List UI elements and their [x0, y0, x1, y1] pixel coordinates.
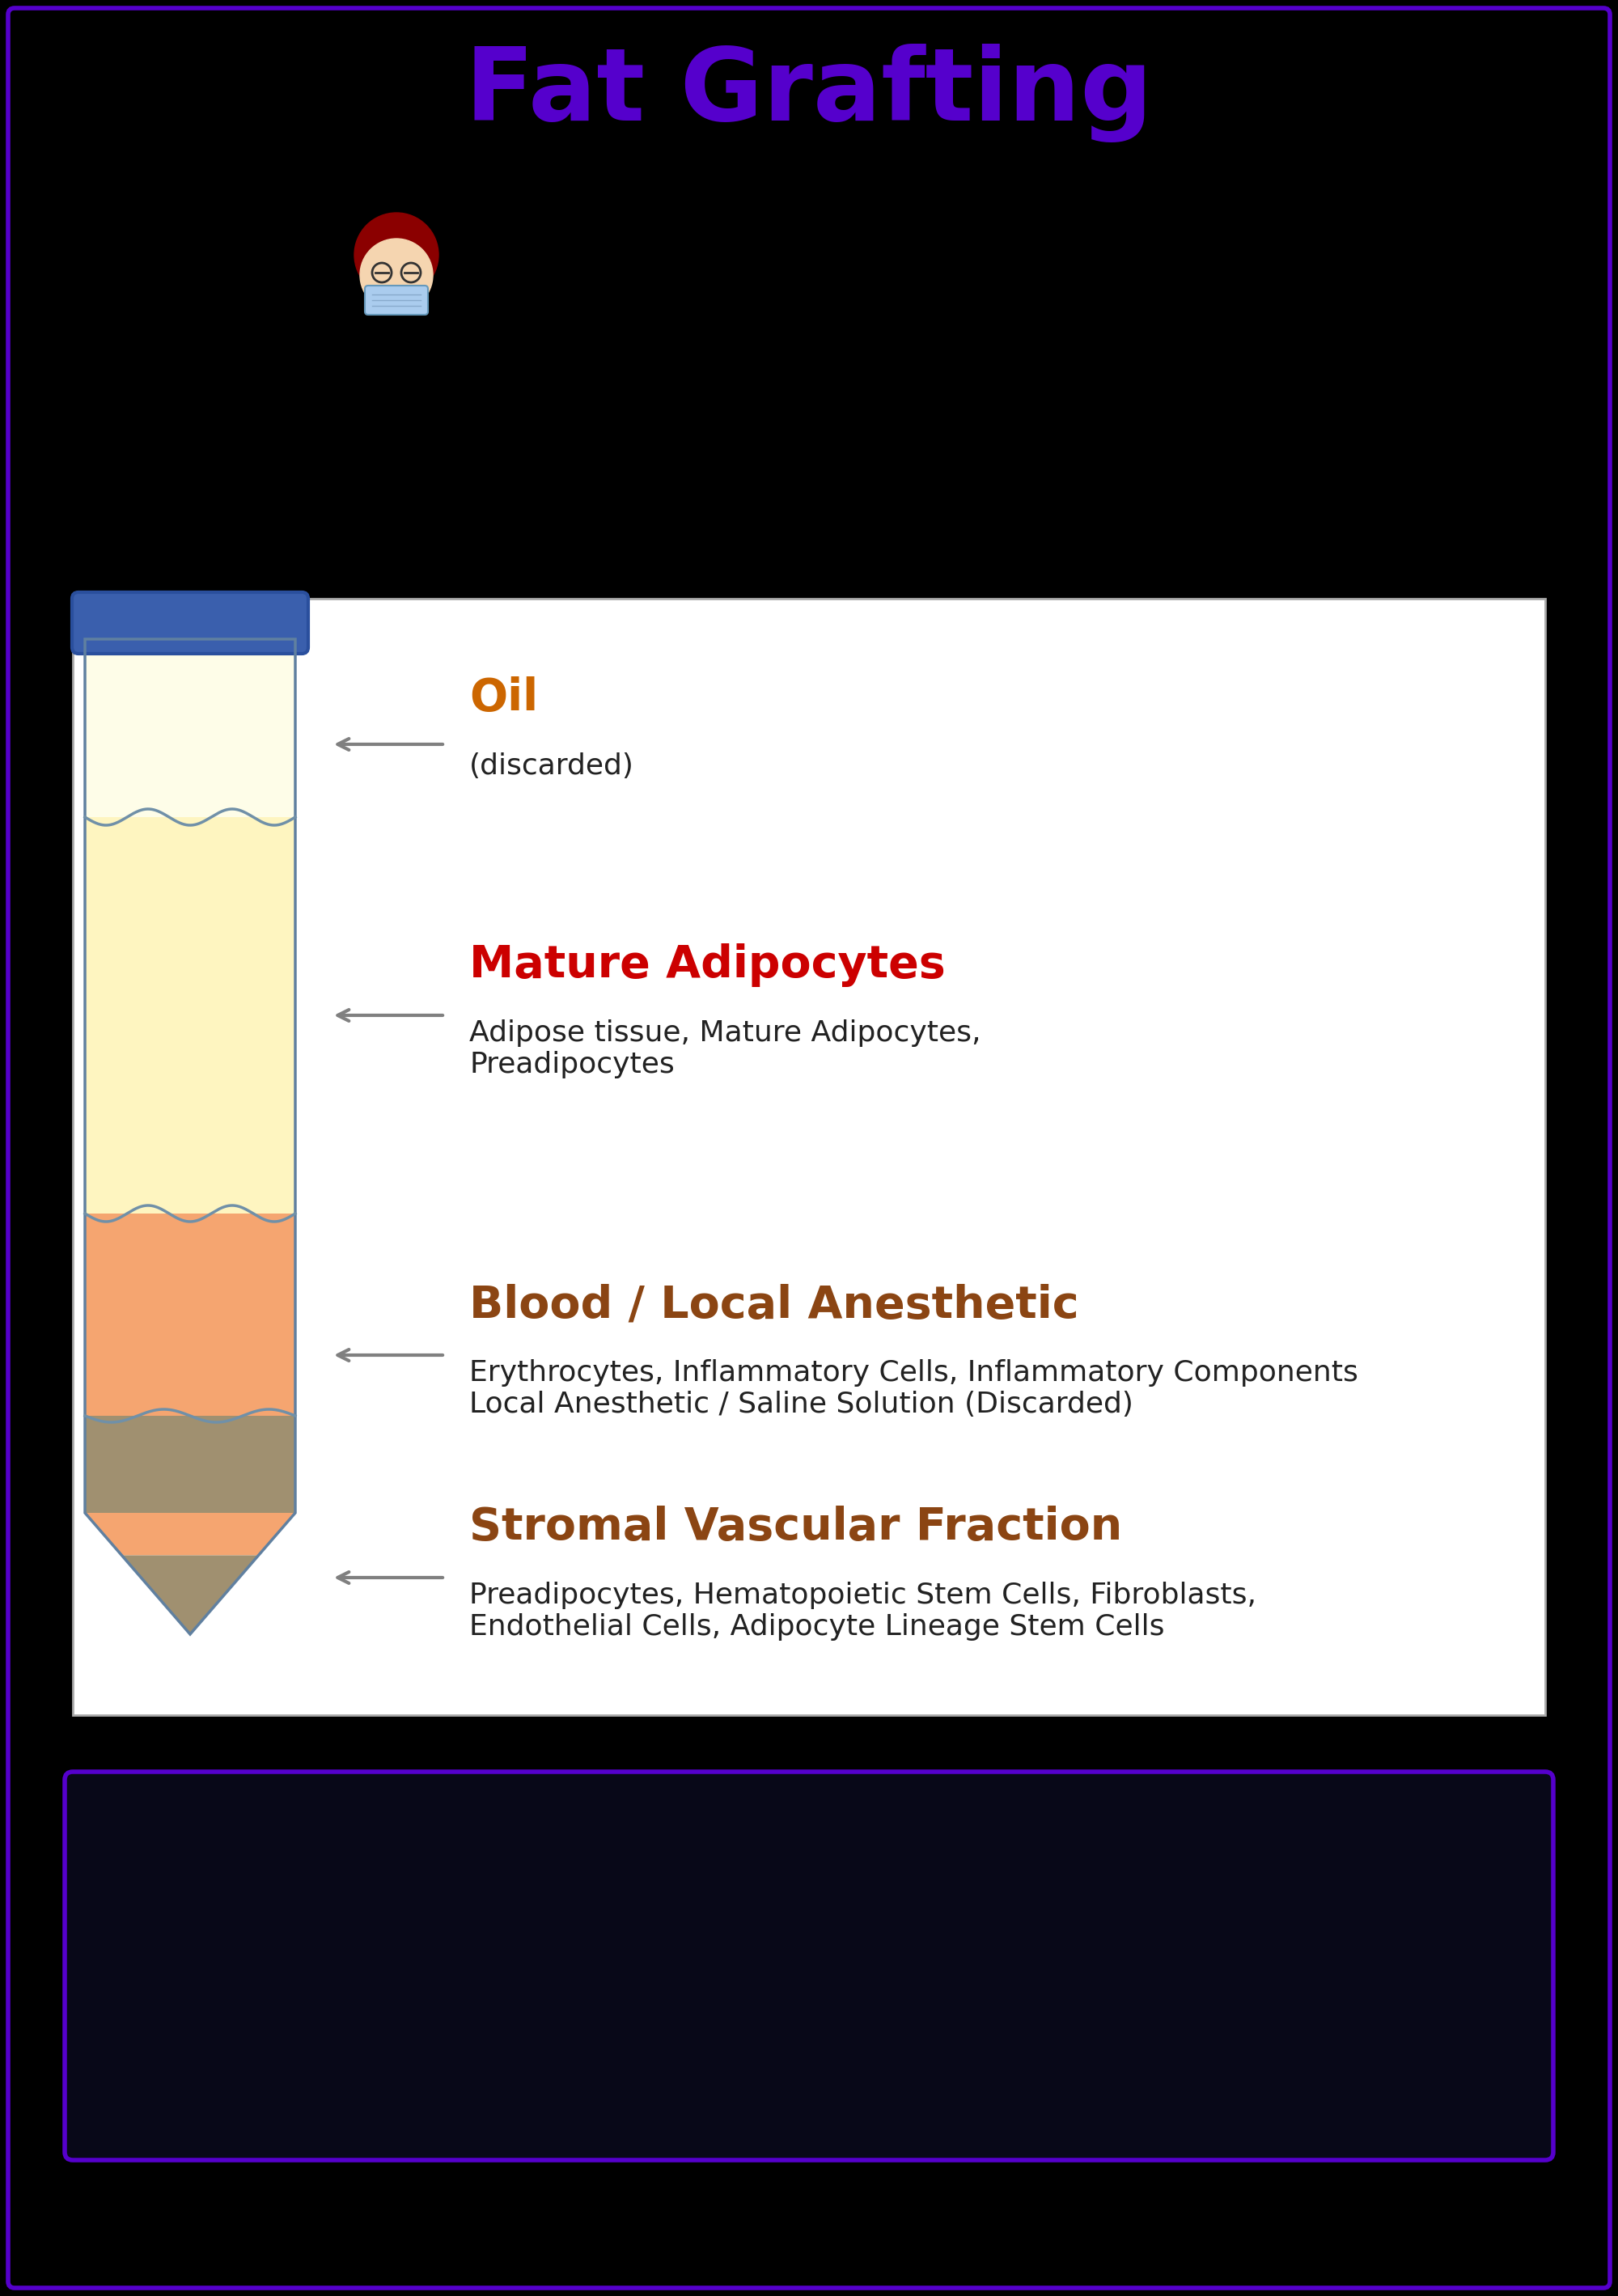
- Bar: [84, 1417, 294, 1513]
- Polygon shape: [121, 1554, 259, 1635]
- Text: Erythrocytes, Inflammatory Cells, Inflammatory Components
Local Anesthetic / Sal: Erythrocytes, Inflammatory Cells, Inflam…: [469, 1359, 1358, 1419]
- Text: Blood / Local Anesthetic: Blood / Local Anesthetic: [469, 1283, 1079, 1327]
- Text: Adipose tissue, Mature Adipocytes,
Preadipocytes: Adipose tissue, Mature Adipocytes, Pread…: [469, 1019, 981, 1079]
- FancyBboxPatch shape: [65, 1773, 1553, 2161]
- Text: Mature Adipocytes: Mature Adipocytes: [469, 944, 945, 987]
- Text: Oil: Oil: [469, 677, 539, 721]
- FancyBboxPatch shape: [366, 285, 427, 315]
- Text: Preadipocytes, Hematopoietic Stem Cells, Fibroblasts,
Endothelial Cells, Adipocy: Preadipocytes, Hematopoietic Stem Cells,…: [469, 1582, 1256, 1642]
- FancyBboxPatch shape: [8, 9, 1610, 2287]
- Bar: [84, 817, 294, 1215]
- FancyBboxPatch shape: [71, 592, 307, 654]
- Text: Fat Grafting: Fat Grafting: [466, 44, 1152, 142]
- Polygon shape: [84, 1513, 294, 1554]
- Circle shape: [354, 214, 438, 296]
- Bar: [73, 599, 1545, 1715]
- Text: (discarded): (discarded): [469, 753, 634, 781]
- Bar: [84, 1215, 294, 1417]
- Circle shape: [359, 239, 434, 312]
- Bar: [84, 638, 294, 817]
- Text: Stromal Vascular Fraction: Stromal Vascular Fraction: [469, 1506, 1123, 1550]
